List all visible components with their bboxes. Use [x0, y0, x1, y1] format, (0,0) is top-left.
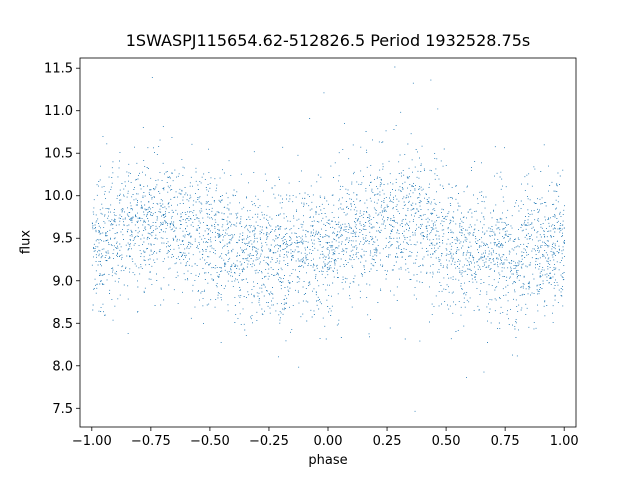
y-tick-label: 11.5 — [44, 62, 73, 77]
x-axis-label: phase — [308, 453, 348, 468]
y-tick-label: 9.0 — [52, 274, 73, 289]
y-axis-ticks: 7.5 8.0 8.5 9.0 9.5 10.0 10.5 11.0 11.5 — [44, 62, 80, 417]
y-tick-label: 8.5 — [52, 317, 73, 332]
x-tick-label: 0.75 — [491, 434, 520, 449]
y-tick-label: 9.5 — [52, 232, 73, 247]
y-tick-label: 10.5 — [44, 147, 73, 162]
scatter-points — [91, 66, 565, 412]
x-axis-ticks: −1.00 −0.75 −0.50 −0.25 0.00 0.25 0.50 0.75 1.00 — [72, 427, 579, 449]
y-tick-label: 11.0 — [44, 104, 73, 119]
flux-data-points — [91, 66, 565, 412]
y-tick-label: 8.0 — [52, 359, 73, 374]
x-tick-label: −0.25 — [249, 434, 289, 449]
y-tick-label: 7.5 — [52, 402, 73, 417]
x-tick-label: −0.50 — [190, 434, 230, 449]
chart-title: 1SWASPJ115654.62-512826.5 Period 1932528… — [125, 31, 531, 50]
x-tick-label: −1.00 — [72, 434, 112, 449]
x-tick-label: 0.25 — [373, 434, 402, 449]
x-tick-label: 1.00 — [550, 434, 579, 449]
y-tick-label: 10.0 — [44, 189, 73, 204]
x-tick-label: 0.50 — [432, 434, 461, 449]
x-tick-label: −0.75 — [131, 434, 171, 449]
y-axis-label: flux — [18, 229, 34, 255]
x-tick-label: 0.00 — [314, 434, 343, 449]
